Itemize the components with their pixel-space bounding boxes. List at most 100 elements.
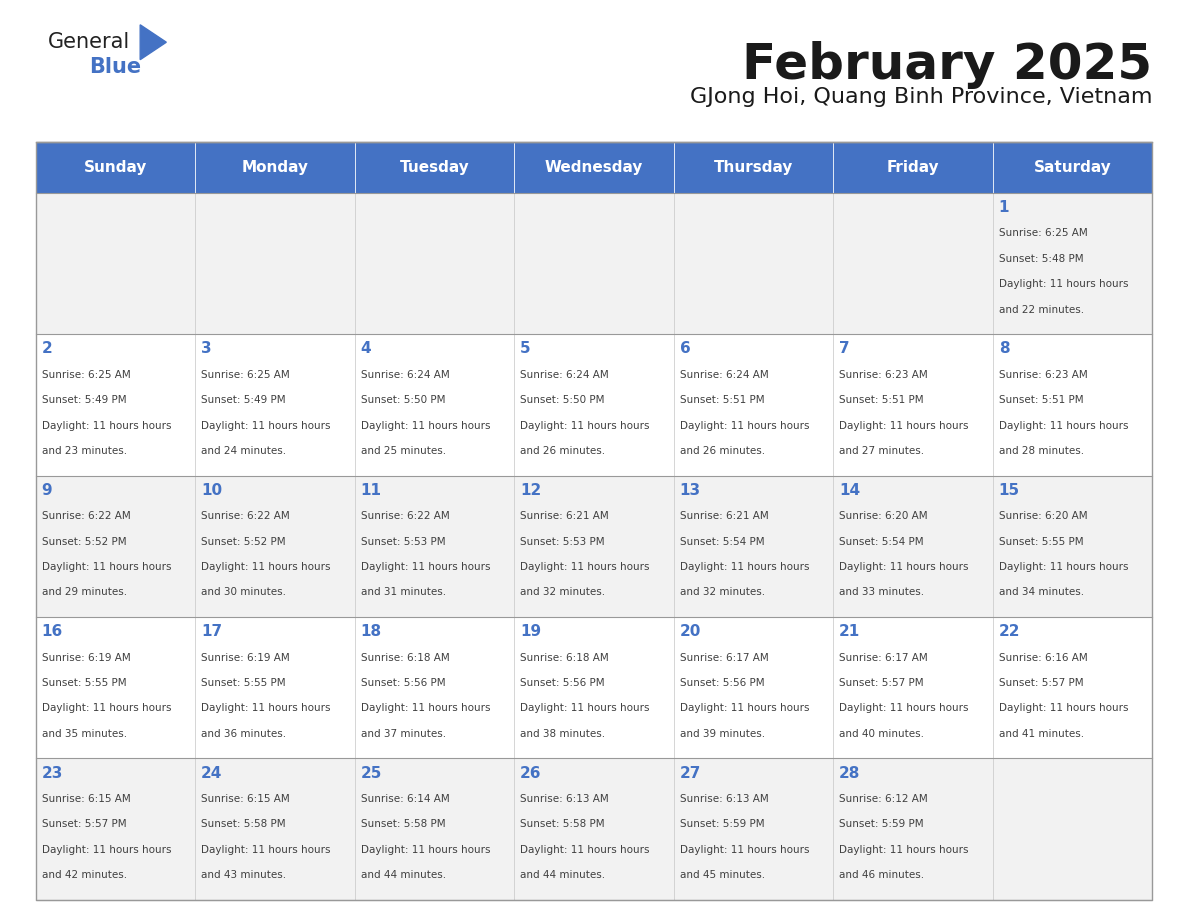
Text: and 23 minutes.: and 23 minutes. — [42, 446, 127, 456]
Text: Daylight: 11 hours hours: Daylight: 11 hours hours — [361, 420, 491, 431]
Text: Sunrise: 6:15 AM: Sunrise: 6:15 AM — [42, 794, 131, 804]
Text: and 24 minutes.: and 24 minutes. — [201, 446, 286, 456]
Text: 18: 18 — [361, 624, 381, 639]
Text: Sunset: 5:50 PM: Sunset: 5:50 PM — [520, 396, 605, 405]
Bar — [195, 758, 355, 900]
Bar — [674, 476, 833, 617]
Text: 13: 13 — [680, 483, 701, 498]
Text: Sunset: 5:56 PM: Sunset: 5:56 PM — [520, 678, 605, 688]
Text: Friday: Friday — [886, 160, 940, 175]
Text: Sunrise: 6:19 AM: Sunrise: 6:19 AM — [42, 653, 131, 663]
Text: Sunrise: 6:17 AM: Sunrise: 6:17 AM — [680, 653, 769, 663]
Bar — [993, 334, 1152, 476]
Bar — [993, 142, 1152, 193]
Text: Sunrise: 6:21 AM: Sunrise: 6:21 AM — [680, 511, 769, 521]
Text: Daylight: 11 hours hours: Daylight: 11 hours hours — [680, 420, 809, 431]
Bar — [833, 334, 993, 476]
Text: Wednesday: Wednesday — [545, 160, 643, 175]
Text: Sunrise: 6:24 AM: Sunrise: 6:24 AM — [520, 370, 609, 380]
Text: and 29 minutes.: and 29 minutes. — [42, 588, 127, 598]
Bar — [355, 193, 514, 334]
Text: Sunrise: 6:25 AM: Sunrise: 6:25 AM — [999, 229, 1087, 239]
Text: Sunset: 5:55 PM: Sunset: 5:55 PM — [201, 678, 286, 688]
Text: Sunrise: 6:14 AM: Sunrise: 6:14 AM — [361, 794, 449, 804]
Text: and 41 minutes.: and 41 minutes. — [999, 729, 1083, 739]
Text: and 36 minutes.: and 36 minutes. — [201, 729, 286, 739]
Text: General: General — [48, 32, 129, 52]
Text: 10: 10 — [201, 483, 222, 498]
Text: Daylight: 11 hours hours: Daylight: 11 hours hours — [839, 703, 968, 713]
Text: Sunset: 5:52 PM: Sunset: 5:52 PM — [201, 537, 286, 546]
Bar — [833, 758, 993, 900]
Bar — [355, 476, 514, 617]
Bar — [674, 617, 833, 758]
Text: Sunrise: 6:18 AM: Sunrise: 6:18 AM — [361, 653, 449, 663]
Bar — [674, 193, 833, 334]
Text: Daylight: 11 hours hours: Daylight: 11 hours hours — [680, 562, 809, 572]
Text: Sunday: Sunday — [83, 160, 147, 175]
Text: Sunrise: 6:19 AM: Sunrise: 6:19 AM — [201, 653, 290, 663]
Text: Daylight: 11 hours hours: Daylight: 11 hours hours — [520, 420, 650, 431]
Text: Sunrise: 6:15 AM: Sunrise: 6:15 AM — [201, 794, 290, 804]
Text: 22: 22 — [999, 624, 1020, 639]
Text: Sunrise: 6:21 AM: Sunrise: 6:21 AM — [520, 511, 609, 521]
Text: and 32 minutes.: and 32 minutes. — [520, 588, 606, 598]
Text: Daylight: 11 hours hours: Daylight: 11 hours hours — [680, 703, 809, 713]
Bar — [36, 476, 195, 617]
Text: Sunset: 5:55 PM: Sunset: 5:55 PM — [999, 537, 1083, 546]
Bar — [195, 142, 355, 193]
Text: Daylight: 11 hours hours: Daylight: 11 hours hours — [520, 562, 650, 572]
Text: Sunset: 5:51 PM: Sunset: 5:51 PM — [839, 396, 924, 405]
Text: Sunset: 5:51 PM: Sunset: 5:51 PM — [999, 396, 1083, 405]
Text: Sunset: 5:53 PM: Sunset: 5:53 PM — [520, 537, 605, 546]
Bar — [355, 142, 514, 193]
Text: Sunset: 5:50 PM: Sunset: 5:50 PM — [361, 396, 446, 405]
Text: Daylight: 11 hours hours: Daylight: 11 hours hours — [201, 562, 330, 572]
Text: Sunset: 5:53 PM: Sunset: 5:53 PM — [361, 537, 446, 546]
Text: Sunrise: 6:13 AM: Sunrise: 6:13 AM — [680, 794, 769, 804]
Text: Sunset: 5:58 PM: Sunset: 5:58 PM — [201, 820, 286, 829]
Text: 26: 26 — [520, 766, 542, 780]
Text: Sunrise: 6:24 AM: Sunrise: 6:24 AM — [361, 370, 449, 380]
Bar — [36, 142, 1152, 900]
Text: Sunrise: 6:20 AM: Sunrise: 6:20 AM — [999, 511, 1087, 521]
Text: Sunrise: 6:22 AM: Sunrise: 6:22 AM — [361, 511, 449, 521]
Bar — [514, 758, 674, 900]
Polygon shape — [140, 25, 166, 60]
Text: Daylight: 11 hours hours: Daylight: 11 hours hours — [839, 420, 968, 431]
Text: 6: 6 — [680, 341, 690, 356]
Bar — [674, 142, 833, 193]
Bar — [195, 476, 355, 617]
Text: Sunrise: 6:23 AM: Sunrise: 6:23 AM — [999, 370, 1087, 380]
Text: Sunset: 5:56 PM: Sunset: 5:56 PM — [680, 678, 764, 688]
Text: Saturday: Saturday — [1034, 160, 1112, 175]
Text: 8: 8 — [999, 341, 1010, 356]
Text: Daylight: 11 hours hours: Daylight: 11 hours hours — [999, 703, 1129, 713]
Text: Daylight: 11 hours hours: Daylight: 11 hours hours — [201, 703, 330, 713]
Text: Daylight: 11 hours hours: Daylight: 11 hours hours — [42, 562, 171, 572]
Bar — [833, 193, 993, 334]
Text: Sunset: 5:59 PM: Sunset: 5:59 PM — [680, 820, 764, 829]
Bar — [355, 758, 514, 900]
Text: Daylight: 11 hours hours: Daylight: 11 hours hours — [42, 420, 171, 431]
Text: Daylight: 11 hours hours: Daylight: 11 hours hours — [680, 845, 809, 855]
Text: and 32 minutes.: and 32 minutes. — [680, 588, 765, 598]
Text: Sunrise: 6:25 AM: Sunrise: 6:25 AM — [201, 370, 290, 380]
Bar — [674, 758, 833, 900]
Text: Daylight: 11 hours hours: Daylight: 11 hours hours — [839, 562, 968, 572]
Text: and 26 minutes.: and 26 minutes. — [520, 446, 606, 456]
Text: Sunrise: 6:23 AM: Sunrise: 6:23 AM — [839, 370, 928, 380]
Bar — [674, 334, 833, 476]
Text: Sunset: 5:52 PM: Sunset: 5:52 PM — [42, 537, 126, 546]
Text: 24: 24 — [201, 766, 222, 780]
Text: February 2025: February 2025 — [742, 41, 1152, 89]
Bar — [36, 617, 195, 758]
Text: Daylight: 11 hours hours: Daylight: 11 hours hours — [42, 845, 171, 855]
Text: 9: 9 — [42, 483, 52, 498]
Text: Daylight: 11 hours hours: Daylight: 11 hours hours — [361, 703, 491, 713]
Text: 28: 28 — [839, 766, 860, 780]
Text: Sunset: 5:48 PM: Sunset: 5:48 PM — [999, 254, 1083, 263]
Text: and 46 minutes.: and 46 minutes. — [839, 870, 924, 880]
Text: and 39 minutes.: and 39 minutes. — [680, 729, 765, 739]
Bar — [993, 617, 1152, 758]
